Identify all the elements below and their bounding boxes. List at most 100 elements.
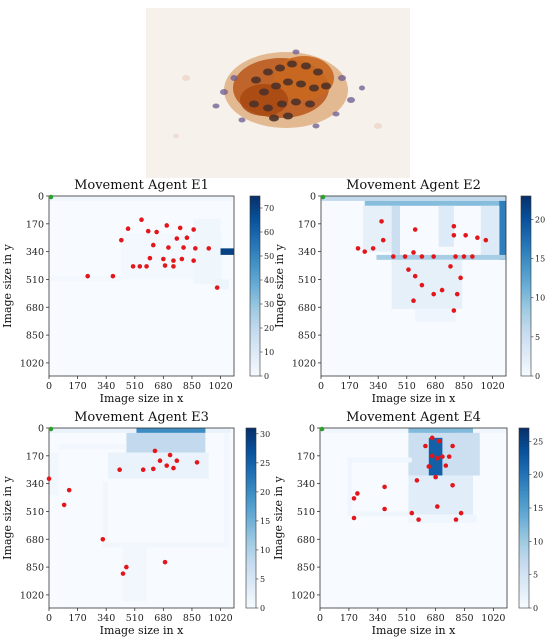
data-point xyxy=(124,564,129,570)
x-tick-label: 680 xyxy=(427,613,445,624)
colorbar-frame xyxy=(249,195,261,377)
colorbar-segment xyxy=(519,512,529,516)
cell-cluster-micrograph xyxy=(146,8,410,178)
heat-cell xyxy=(193,218,221,285)
x-tick-label: 680 xyxy=(154,381,172,392)
y-tick-label: 340 xyxy=(26,247,44,258)
colorbar-segment xyxy=(519,563,529,567)
colorbar-segment xyxy=(521,295,531,299)
colorbar-segment xyxy=(246,533,256,537)
data-point xyxy=(446,454,452,459)
colorbar-segment xyxy=(250,355,260,359)
colorbar-segment xyxy=(250,337,260,341)
colorbar-segment xyxy=(250,280,260,284)
colorbar-segment xyxy=(521,361,531,365)
colorbar-tick-label: 10 xyxy=(264,348,274,357)
colorbar-segment xyxy=(519,542,529,546)
colorbar-segment xyxy=(246,434,256,438)
data-point xyxy=(144,264,149,269)
colorbar-segment xyxy=(246,599,256,603)
x-tick-label: 340 xyxy=(97,381,115,392)
colorbar-segment xyxy=(521,199,531,203)
colorbar-segment xyxy=(250,352,260,356)
heat-cell xyxy=(408,432,480,476)
colorbar-segment xyxy=(521,229,531,233)
colorbar-tick-label: 20 xyxy=(535,215,545,224)
colorbar-segment xyxy=(519,530,529,534)
colorbar-segment xyxy=(521,358,531,362)
colorbar-segment xyxy=(521,202,531,206)
colorbar: 0 5 10 15 20 25 xyxy=(518,427,543,613)
colorbar-segment xyxy=(250,334,260,338)
data-point xyxy=(448,264,453,269)
colorbar-tick-label: 5 xyxy=(260,575,265,584)
colorbar-segment xyxy=(250,208,260,212)
heat-cell xyxy=(499,200,506,260)
colorbar-segment xyxy=(246,452,256,456)
colorbar-segment xyxy=(246,548,256,552)
colorbar-segment xyxy=(521,262,531,266)
data-point xyxy=(147,255,153,261)
x-tick-label: 680 xyxy=(154,613,172,624)
colorbar-segment xyxy=(246,557,256,561)
colorbar-segment xyxy=(246,494,256,498)
heat-cell xyxy=(347,462,353,517)
data-point xyxy=(435,504,440,509)
start-point xyxy=(48,426,54,432)
colorbar-segment xyxy=(246,470,256,474)
colorbar-segment xyxy=(250,202,260,206)
colorbar-segment xyxy=(519,482,529,486)
colorbar-segment xyxy=(519,431,529,435)
data-point xyxy=(380,237,386,243)
colorbar-segment xyxy=(521,331,531,335)
data-point xyxy=(167,452,173,458)
start-point xyxy=(319,426,325,432)
x-tick-label: 510 xyxy=(126,381,144,392)
colorbar-segment xyxy=(519,476,529,480)
colorbar-segment xyxy=(521,364,531,368)
heat-cell xyxy=(123,547,147,602)
colorbar-segment xyxy=(521,301,531,305)
heat-cell xyxy=(347,457,412,463)
colorbar-segment xyxy=(519,554,529,558)
colorbar-segment xyxy=(246,569,256,573)
data-point xyxy=(440,454,445,459)
heat-cell xyxy=(364,200,506,206)
colorbar-segment xyxy=(521,370,531,374)
heatmap-panel-e2: 0 170 340 510 680 850 102001703405106808501020… xyxy=(273,178,545,405)
x-tick-label: 170 xyxy=(341,381,359,392)
x-tick-label: 170 xyxy=(69,613,87,624)
colorbar-segment xyxy=(246,503,256,507)
colorbar-segment xyxy=(250,325,260,329)
colorbar-segment xyxy=(246,443,256,447)
heat-cell xyxy=(438,205,454,247)
colorbar-segment xyxy=(246,593,256,597)
heat-cell xyxy=(213,279,229,290)
colorbar-segment xyxy=(250,304,260,308)
colorbar-segment xyxy=(246,518,256,522)
colorbar-segment xyxy=(246,542,256,546)
data-point xyxy=(458,510,464,516)
chart-title: Movement Agent E2 xyxy=(346,178,481,193)
colorbar-segment xyxy=(246,497,256,501)
data-point xyxy=(120,571,126,576)
colorbar-segment xyxy=(521,304,531,308)
colorbar-segment xyxy=(250,244,260,248)
colorbar-segment xyxy=(521,355,531,359)
y-tick-label: 170 xyxy=(26,451,44,462)
y-tick-label: 680 xyxy=(26,303,44,314)
data-point xyxy=(382,506,387,512)
colorbar-segment xyxy=(250,199,260,203)
colorbar-segment xyxy=(521,265,531,269)
colorbar-segment xyxy=(519,578,529,582)
data-point xyxy=(453,254,458,259)
colorbar-segment xyxy=(250,367,260,371)
colorbar-segment xyxy=(521,322,531,326)
colorbar-segment xyxy=(521,367,531,371)
data-point xyxy=(412,273,418,279)
data-point xyxy=(164,223,170,228)
y-axis-label: Image size in y xyxy=(1,475,14,559)
colorbar-segment xyxy=(250,313,260,317)
colorbar-segment xyxy=(250,217,260,221)
heat-cell xyxy=(408,428,473,433)
